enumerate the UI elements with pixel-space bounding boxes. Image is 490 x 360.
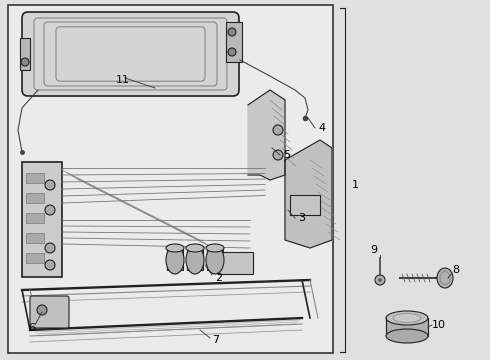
Bar bbox=[226, 22, 242, 62]
Ellipse shape bbox=[437, 268, 453, 288]
Circle shape bbox=[21, 58, 29, 66]
Polygon shape bbox=[285, 140, 332, 248]
Ellipse shape bbox=[393, 314, 421, 323]
Circle shape bbox=[273, 150, 283, 160]
Ellipse shape bbox=[166, 244, 184, 252]
Ellipse shape bbox=[186, 246, 204, 274]
Bar bbox=[22, 162, 62, 277]
Circle shape bbox=[37, 305, 47, 315]
Bar bbox=[9, 6, 332, 352]
Ellipse shape bbox=[386, 311, 428, 325]
Circle shape bbox=[45, 260, 55, 270]
Circle shape bbox=[378, 278, 382, 282]
Text: 4: 4 bbox=[318, 123, 325, 133]
Ellipse shape bbox=[206, 244, 224, 252]
Bar bbox=[20, 38, 30, 70]
Ellipse shape bbox=[186, 244, 204, 252]
Polygon shape bbox=[248, 90, 285, 180]
Text: 7: 7 bbox=[212, 335, 219, 345]
Bar bbox=[26, 193, 44, 203]
Bar bbox=[386, 318, 428, 336]
Bar bbox=[26, 233, 44, 243]
Bar bbox=[26, 173, 44, 183]
Bar bbox=[167, 248, 183, 270]
Bar bbox=[26, 253, 44, 263]
FancyBboxPatch shape bbox=[22, 12, 239, 96]
Text: 11: 11 bbox=[116, 75, 130, 85]
Bar bbox=[187, 248, 203, 270]
Circle shape bbox=[273, 125, 283, 135]
Text: 6: 6 bbox=[28, 323, 35, 333]
Circle shape bbox=[228, 28, 236, 36]
Ellipse shape bbox=[206, 246, 224, 274]
Bar bbox=[207, 248, 223, 270]
Bar bbox=[8, 5, 333, 353]
Text: 9: 9 bbox=[370, 245, 377, 255]
Bar bbox=[290, 195, 320, 215]
Text: 5: 5 bbox=[283, 150, 290, 160]
Circle shape bbox=[228, 48, 236, 56]
Circle shape bbox=[45, 205, 55, 215]
Circle shape bbox=[375, 275, 385, 285]
Text: 3: 3 bbox=[298, 213, 305, 223]
Bar bbox=[26, 213, 44, 223]
Ellipse shape bbox=[386, 329, 428, 343]
Text: 8: 8 bbox=[452, 265, 459, 275]
Circle shape bbox=[45, 243, 55, 253]
Ellipse shape bbox=[166, 246, 184, 274]
Bar bbox=[218, 252, 253, 274]
Text: 2: 2 bbox=[215, 273, 222, 283]
Text: 1: 1 bbox=[352, 180, 359, 190]
FancyBboxPatch shape bbox=[30, 296, 69, 328]
Text: 10: 10 bbox=[432, 320, 446, 330]
Circle shape bbox=[45, 180, 55, 190]
